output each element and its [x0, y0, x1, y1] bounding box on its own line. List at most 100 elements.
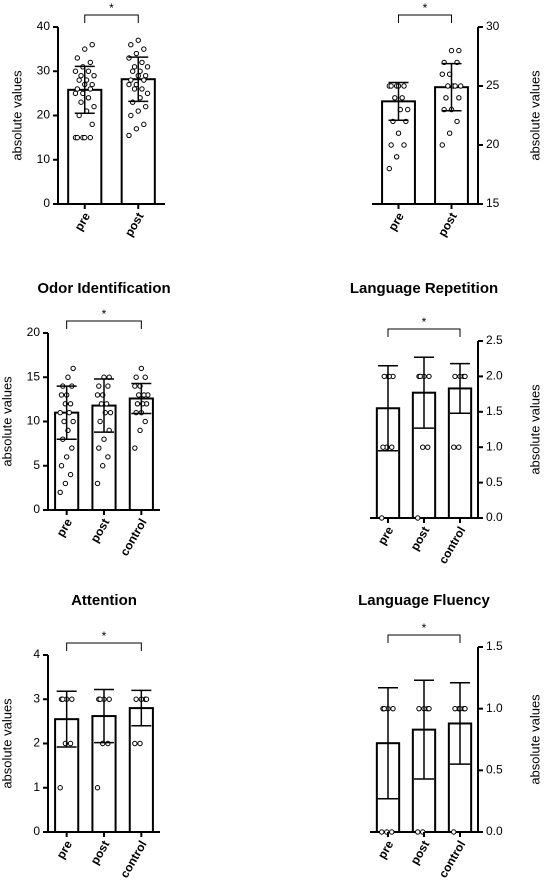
data-point: [448, 47, 455, 54]
data-point: [138, 365, 145, 372]
y-tick-label: 20: [37, 108, 51, 122]
data-point: [91, 103, 97, 110]
data-point: [446, 130, 453, 136]
annotation: *: [102, 629, 107, 643]
y-axis-label: absolute values: [527, 694, 542, 785]
data-point: [416, 705, 422, 712]
y-axis-label: absolute values: [527, 384, 542, 475]
data-point: [133, 374, 139, 380]
y-tick-label: 0.0: [486, 510, 503, 524]
data-point: [390, 705, 396, 712]
data-point: [126, 132, 132, 139]
data-point: [132, 740, 138, 747]
y-tick-label: 1.0: [486, 701, 503, 715]
data-point: [128, 77, 134, 83]
data-point: [141, 121, 147, 128]
data-point: [101, 436, 107, 442]
x-tick-label: post: [122, 210, 147, 239]
data-point: [379, 829, 385, 835]
y-tick-label: 2: [33, 736, 40, 750]
data-point: [131, 86, 138, 92]
data-point: [386, 165, 392, 172]
data-point: [456, 47, 462, 54]
data-point: [57, 409, 63, 416]
data-point: [65, 374, 71, 380]
data-point: [67, 471, 74, 478]
data-point: [78, 99, 84, 105]
x-tick-label: post: [88, 516, 113, 545]
data-point: [388, 83, 394, 89]
significance-bracket: [398, 14, 452, 23]
significance-bracket: [66, 320, 142, 329]
x-tick-label: post: [435, 210, 460, 239]
data-point: [74, 134, 81, 141]
x-tick-label: pre: [54, 516, 76, 539]
data-point: [142, 418, 148, 425]
y-tick-label: 4: [33, 647, 40, 661]
data-point: [141, 46, 147, 52]
chart-title: Attention: [71, 592, 137, 609]
data-point: [89, 81, 95, 88]
y-tick-label: 15: [486, 196, 500, 210]
data-point: [76, 77, 82, 83]
data-point: [456, 95, 462, 101]
data-point: [57, 489, 63, 495]
data-point: [135, 108, 141, 114]
significance-bracket: [84, 14, 139, 23]
y-tick-label: 2.5: [486, 333, 503, 347]
data-point: [126, 81, 132, 88]
x-tick-label: pre: [375, 524, 397, 547]
data-point: [426, 705, 432, 712]
data-point: [439, 71, 445, 77]
data-point: [426, 373, 432, 380]
x-tick-label: post: [408, 524, 433, 553]
data-point: [87, 59, 94, 66]
data-point: [452, 373, 458, 380]
data-point: [445, 83, 451, 89]
data-point: [131, 64, 138, 70]
annotation: *: [423, 1, 428, 15]
data-point: [85, 95, 92, 101]
data-point: [74, 86, 81, 92]
annotation: *: [422, 621, 427, 635]
y-tick-label: 25: [486, 78, 500, 92]
y-tick-label: 5: [33, 458, 40, 472]
data-point: [105, 454, 111, 460]
significance-bracket: [66, 642, 142, 651]
data-point: [67, 740, 74, 747]
data-point: [72, 68, 79, 74]
data-point: [89, 42, 95, 48]
data-point: [462, 373, 468, 380]
data-point: [106, 696, 112, 702]
chart-title: Language Fluency: [358, 592, 490, 609]
data-point: [388, 142, 394, 148]
x-tick-label: pre: [54, 838, 76, 861]
y-tick-label: 1.5: [486, 404, 503, 418]
significance-bracket: [387, 328, 461, 337]
x-tick-label: control: [436, 838, 468, 880]
data-point: [452, 83, 458, 89]
data-point: [144, 64, 151, 70]
y-tick-label: 3: [33, 691, 40, 705]
data-point: [105, 383, 111, 389]
y-axis-label: absolute values: [9, 70, 24, 161]
y-tick-label: 0: [33, 824, 40, 838]
data-point: [456, 444, 462, 450]
data-point: [451, 444, 457, 450]
x-tick-label: pre: [72, 210, 94, 233]
y-tick-label: 1.0: [486, 439, 503, 453]
data-point: [395, 130, 402, 136]
data-point: [417, 373, 423, 380]
data-point: [94, 392, 101, 398]
data-point: [91, 72, 97, 79]
data-point: [141, 77, 147, 83]
y-axis-label: absolute values: [0, 376, 14, 467]
y-axis-label: absolute values: [527, 70, 542, 161]
data-point: [98, 401, 105, 407]
data-point: [454, 118, 460, 125]
y-tick-label: 10: [37, 152, 51, 166]
x-tick-label: post: [408, 838, 433, 867]
data-point: [420, 444, 426, 450]
annotation: *: [422, 315, 427, 329]
